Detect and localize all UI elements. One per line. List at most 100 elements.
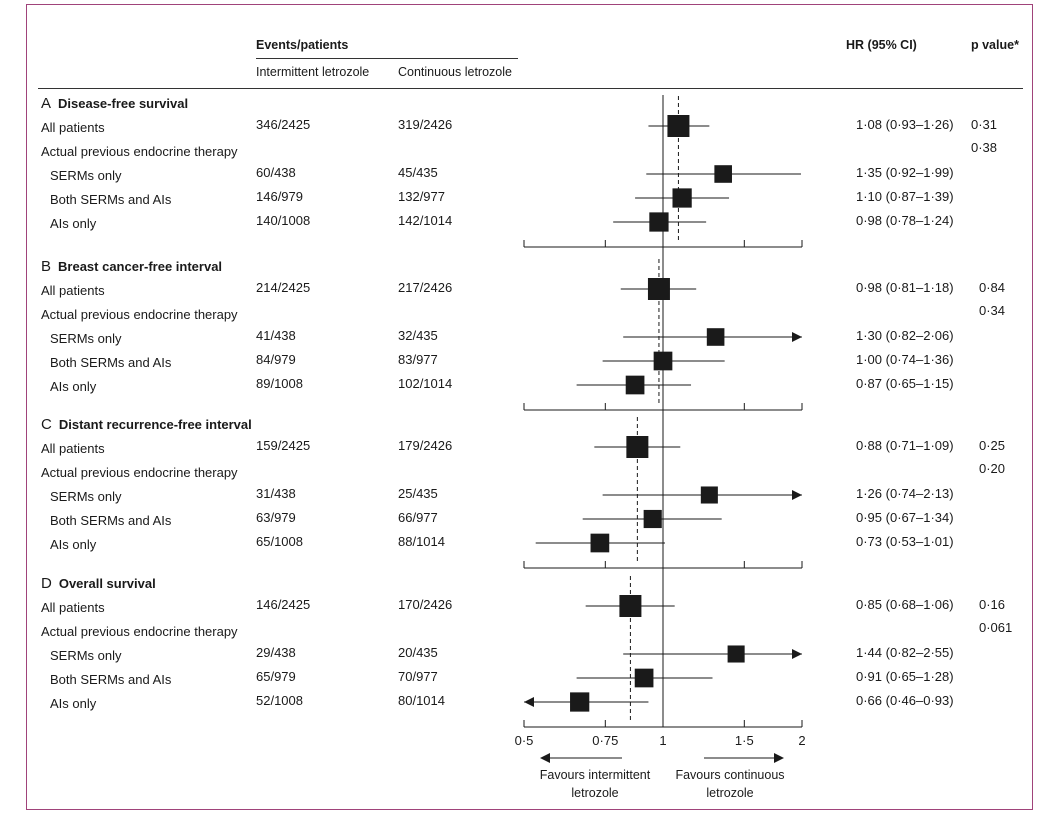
p-value: 0·20 [979, 461, 1006, 476]
hr-ci-value: 1·44 (0·82–2·55) [856, 645, 954, 660]
header-rule [38, 88, 1023, 89]
hr-ci-value: 0·91 (0·65–1·28) [856, 669, 954, 684]
hazard-ratio-marker [643, 509, 662, 529]
intermittent-events: 29/438 [256, 645, 296, 660]
hazard-ratio-marker [619, 595, 642, 617]
hazard-ratio-marker [649, 212, 669, 232]
hr-column-header: HR (95% CI) [846, 38, 917, 52]
continuous-events: 142/1014 [398, 213, 453, 228]
hr-ci-value: 0·98 (0·78–1·24) [856, 213, 954, 228]
x-tick-label: 2 [798, 733, 805, 748]
section-heading: D Overall survival [41, 576, 156, 592]
row-label: SERMs only [50, 648, 122, 663]
intermittent-events: 140/1008 [256, 213, 311, 228]
section-title: Breast cancer-free interval [58, 259, 223, 274]
continuous-events: 20/435 [398, 645, 438, 660]
row-label: All patients [41, 441, 105, 456]
hazard-ratio-marker [700, 486, 718, 504]
continuous-events: 80/1014 [398, 693, 445, 708]
intermittent-column-header: Intermittent letrozole [256, 65, 370, 79]
hr-ci-value: 0·73 (0·53–1·01) [856, 534, 954, 549]
p-value: 0·16 [979, 597, 1006, 612]
favours-left-arrowhead [540, 753, 550, 763]
section-title: Disease-free survival [58, 96, 189, 111]
continuous-events: 170/2426 [398, 597, 453, 612]
hazard-ratio-marker [714, 165, 732, 183]
continuous-events: 32/435 [398, 328, 438, 343]
continuous-events: 179/2426 [398, 438, 453, 453]
ci-right-arrow [792, 649, 802, 659]
hr-ci-value: 1·08 (0·93–1·26) [856, 117, 954, 132]
row-label: Both SERMs and AIs [50, 192, 172, 207]
x-tick-label: 0·75 [592, 733, 618, 748]
subgroup-heading: Actual previous endocrine therapy [41, 307, 238, 322]
hazard-ratio-marker [647, 278, 670, 300]
hazard-ratio-marker [625, 375, 645, 395]
intermittent-events: 41/438 [256, 328, 296, 343]
row-label: AIs only [50, 216, 97, 231]
hr-ci-value: 1·35 (0·92–1·99) [856, 165, 954, 180]
hazard-ratio-marker [634, 668, 654, 688]
hazard-ratio-marker [706, 328, 725, 346]
intermittent-events: 159/2425 [256, 438, 311, 453]
continuous-events: 45/435 [398, 165, 438, 180]
row-label: All patients [41, 120, 105, 135]
x-tick-label: 0·5 [515, 733, 534, 748]
hr-ci-value: 1·30 (0·82–2·06) [856, 328, 954, 343]
hr-ci-value: 0·98 (0·81–1·18) [856, 280, 954, 295]
section-heading: C Distant recurrence-free interval [41, 417, 252, 433]
row-label: SERMs only [50, 168, 122, 183]
ci-left-arrow [524, 697, 534, 707]
intermittent-events: 214/2425 [256, 280, 311, 295]
section-title: Distant recurrence-free interval [58, 417, 252, 432]
row-label: AIs only [50, 696, 97, 711]
intermittent-events: 63/979 [256, 510, 296, 525]
intermittent-events: 60/438 [256, 165, 296, 180]
hr-ci-value: 1·00 (0·74–1·36) [856, 352, 954, 367]
events-header-rule [256, 58, 518, 59]
section-title: Overall survival [58, 576, 156, 591]
p-value: 0·84 [979, 280, 1006, 295]
subgroup-heading: Actual previous endocrine therapy [41, 465, 238, 480]
intermittent-events: 89/1008 [256, 376, 303, 391]
subgroup-heading: Actual previous endocrine therapy [41, 144, 238, 159]
subgroup-heading: Actual previous endocrine therapy [41, 624, 238, 639]
continuous-events: 319/2426 [398, 117, 453, 132]
continuous-events: 83/977 [398, 352, 438, 367]
row-label: Both SERMs and AIs [50, 513, 172, 528]
p-value-column-header: p value* [971, 38, 1019, 52]
hazard-ratio-marker [626, 436, 649, 458]
favours-intermittent-label: Favours intermittent letrozole [539, 768, 651, 800]
hr-ci-value: 0·87 (0·65–1·15) [856, 376, 954, 391]
row-label: AIs only [50, 537, 97, 552]
intermittent-events: 146/979 [256, 189, 303, 204]
intermittent-events: 65/1008 [256, 534, 303, 549]
row-label: All patients [41, 600, 105, 615]
section-letter: C [41, 416, 52, 433]
hr-ci-value: 0·85 (0·68–1·06) [856, 597, 954, 612]
section-letter: D [41, 575, 52, 592]
hazard-ratio-marker [672, 188, 692, 208]
intermittent-events: 146/2425 [256, 597, 311, 612]
row-label: AIs only [50, 379, 97, 394]
continuous-events: 88/1014 [398, 534, 445, 549]
p-value: 0·31 [971, 117, 998, 132]
favours-continuous-label: Favours continuous letrozole [675, 768, 785, 800]
section-heading: B Breast cancer-free interval [41, 259, 222, 275]
hr-ci-value: 0·88 (0·71–1·09) [856, 438, 954, 453]
p-value: 0·25 [979, 438, 1006, 453]
hr-ci-value: 1·10 (0·87–1·39) [856, 189, 954, 204]
section-letter: B [41, 258, 52, 275]
row-label: SERMs only [50, 489, 122, 504]
favours-right-arrowhead [774, 753, 784, 763]
p-value: 0·34 [979, 303, 1006, 318]
p-value: 0·38 [971, 140, 998, 155]
hazard-ratio-marker [570, 692, 590, 712]
hr-ci-value: 0·95 (0·67–1·34) [856, 510, 954, 525]
continuous-events: 132/977 [398, 189, 445, 204]
hr-ci-value: 1·26 (0·74–2·13) [856, 486, 954, 501]
section-letter: A [41, 95, 52, 112]
continuous-events: 102/1014 [398, 376, 453, 391]
events-patients-header: Events/patients [256, 38, 349, 52]
